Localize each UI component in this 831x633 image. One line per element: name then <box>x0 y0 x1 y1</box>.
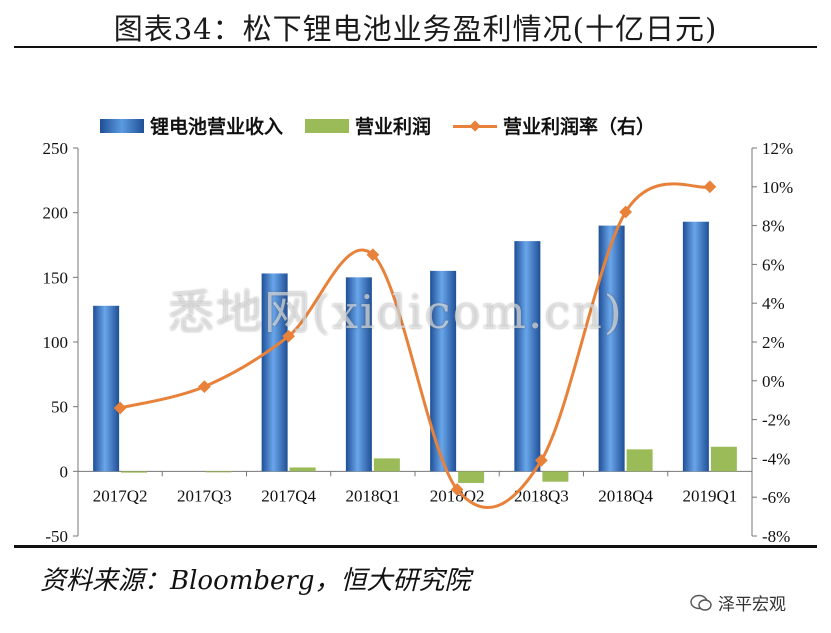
x-tick-label: 2018Q4 <box>598 486 653 505</box>
brand-name: 泽平宏观 <box>718 595 786 615</box>
right-tick-label: 8% <box>762 217 785 236</box>
profit-bar <box>373 458 400 472</box>
x-tick-label: 2017Q4 <box>261 486 316 505</box>
right-tick-label: 2% <box>762 333 785 352</box>
title-rule <box>14 46 817 48</box>
left-tick-label: 200 <box>43 204 69 223</box>
right-tick-label: 4% <box>762 294 785 313</box>
left-tick-label: 100 <box>43 333 69 352</box>
chart-title: 图表34：松下锂电池业务盈利情况(十亿日元) <box>113 12 718 46</box>
left-tick-label: 150 <box>43 268 69 287</box>
profit-bar <box>542 471 569 482</box>
margin-point <box>282 329 295 343</box>
x-tick-label: 2018Q1 <box>345 486 400 505</box>
margin-point <box>703 180 717 194</box>
profit-bar <box>205 471 232 473</box>
profit-bar <box>289 467 316 472</box>
left-tick-label: 0 <box>60 462 69 481</box>
revenue-bar <box>682 221 709 472</box>
legend: 锂电池营业收入 营业利润 营业利润率（右） <box>100 112 677 139</box>
revenue-bar <box>598 225 625 472</box>
revenue-bar <box>261 273 288 472</box>
left-tick-label: 250 <box>43 139 69 158</box>
margin-point <box>450 483 464 496</box>
left-tick-label: 50 <box>51 398 68 417</box>
profit-bar <box>626 449 653 472</box>
right-tick-label: 12% <box>762 139 793 158</box>
margin-point <box>113 401 127 415</box>
right-tick-label: -6% <box>762 488 790 507</box>
legend-label-margin: 营业利润率（右） <box>503 116 656 138</box>
profit-bar <box>121 471 148 473</box>
x-tick-label: 2017Q3 <box>177 486 232 505</box>
right-tick-label: -2% <box>762 411 790 430</box>
source-rule <box>14 545 817 548</box>
profit-bar <box>458 471 485 483</box>
x-tick-label: 2017Q2 <box>93 486 148 505</box>
legend-entry-revenue: 锂电池营业收入 <box>100 112 283 139</box>
margin-point <box>198 380 211 393</box>
legend-label-revenue: 锂电池营业收入 <box>150 116 284 138</box>
margin-point <box>366 248 380 262</box>
legend-swatch-profit <box>305 118 350 133</box>
wechat-icon <box>690 594 712 611</box>
right-tick-label: -8% <box>762 527 790 546</box>
margin-line-path <box>119 182 711 509</box>
right-tick-label: 0% <box>762 372 785 391</box>
left-tick-label: -50 <box>45 527 68 546</box>
margin-line <box>113 180 717 509</box>
x-tick-label: 2019Q1 <box>682 486 737 505</box>
legend-swatch-margin <box>453 119 498 133</box>
axes: -50 0 50 100 150 200 250 -8% -6% -4% -2% 0% 2% 4% 6% 8%… <box>43 139 794 546</box>
source-note: 资料来源：Bloomberg，恒大研究院 <box>40 566 471 596</box>
revenue-bar <box>514 241 541 472</box>
legend-label-profit: 营业利润 <box>355 116 432 138</box>
bars <box>93 221 737 483</box>
right-tick-label: 10% <box>762 178 793 197</box>
right-tick-label: -4% <box>762 449 790 468</box>
revenue-bar <box>345 277 372 472</box>
watermark: 悉地网(xidicom.cn) <box>168 285 624 339</box>
revenue-bar <box>93 305 120 472</box>
legend-entry-profit: 营业利润 <box>305 112 431 139</box>
brand-badge: 泽平宏观 <box>690 590 786 615</box>
right-tick-label: 6% <box>762 255 785 274</box>
profit-bar <box>710 446 737 472</box>
legend-entry-margin: 营业利润率（右） <box>453 112 655 139</box>
x-tick-label: 2018Q3 <box>514 486 569 505</box>
legend-swatch-revenue <box>100 118 144 133</box>
